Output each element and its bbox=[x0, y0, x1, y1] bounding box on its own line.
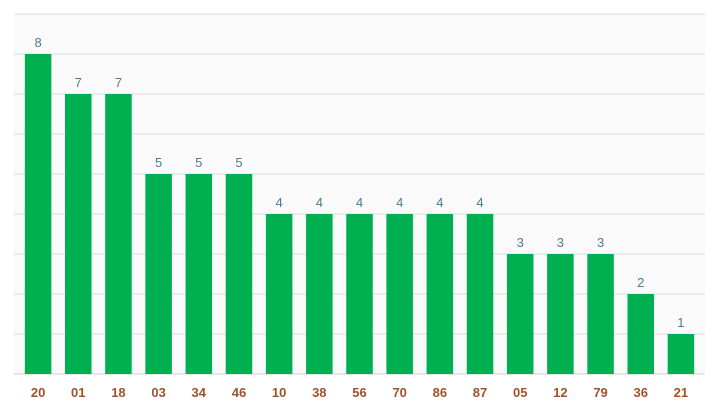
data-label-03: 5 bbox=[155, 155, 162, 170]
data-label-10: 4 bbox=[276, 195, 283, 210]
x-tick-label-20: 20 bbox=[31, 385, 45, 400]
bar-86 bbox=[426, 214, 454, 374]
bar-38 bbox=[306, 214, 333, 374]
data-label-05: 3 bbox=[517, 235, 524, 250]
data-label-38: 4 bbox=[316, 195, 323, 210]
data-label-20: 8 bbox=[34, 35, 41, 50]
bar-56 bbox=[346, 214, 373, 374]
bar-18 bbox=[105, 94, 132, 374]
x-tick-label-01: 01 bbox=[71, 385, 85, 400]
x-tick-label-34: 34 bbox=[192, 385, 207, 400]
bar-03 bbox=[145, 174, 172, 374]
data-label-36: 2 bbox=[637, 275, 644, 290]
x-tick-label-56: 56 bbox=[352, 385, 366, 400]
data-label-86: 4 bbox=[436, 195, 443, 210]
bar-46 bbox=[225, 174, 253, 374]
x-tick-label-03: 03 bbox=[151, 385, 165, 400]
data-label-56: 4 bbox=[356, 195, 363, 210]
x-tick-label-21: 21 bbox=[674, 385, 688, 400]
x-tick-label-70: 70 bbox=[392, 385, 406, 400]
x-tick-labels: 20 01 18 03 34 46 10 38 56 70 86 87 05 12 79 36 21 bbox=[31, 385, 688, 400]
x-tick-label-05: 05 bbox=[513, 385, 527, 400]
bar-21 bbox=[667, 334, 695, 374]
data-label-79: 3 bbox=[597, 235, 604, 250]
data-labels: 8 7 7 5 5 5 4 4 4 4 4 4 3 3 3 2 1 bbox=[34, 35, 684, 330]
data-label-21: 1 bbox=[677, 315, 684, 330]
bar-20 bbox=[24, 54, 52, 374]
bar-36 bbox=[627, 294, 654, 374]
data-label-18: 7 bbox=[115, 75, 122, 90]
x-tick-label-86: 86 bbox=[433, 385, 447, 400]
x-tick-label-87: 87 bbox=[473, 385, 487, 400]
data-label-12: 3 bbox=[557, 235, 564, 250]
x-tick-label-79: 79 bbox=[593, 385, 607, 400]
bar-79 bbox=[587, 254, 614, 374]
data-label-01: 7 bbox=[75, 75, 82, 90]
bar-12 bbox=[547, 254, 574, 374]
bar-05 bbox=[506, 254, 534, 374]
data-label-87: 4 bbox=[476, 195, 483, 210]
bar-70 bbox=[386, 214, 413, 374]
data-label-70: 4 bbox=[396, 195, 403, 210]
bars bbox=[24, 54, 695, 374]
x-tick-label-38: 38 bbox=[312, 385, 326, 400]
bar-10 bbox=[265, 214, 293, 374]
x-tick-label-12: 12 bbox=[553, 385, 567, 400]
x-tick-label-46: 46 bbox=[232, 385, 246, 400]
data-label-34: 5 bbox=[195, 155, 202, 170]
data-label-46: 5 bbox=[235, 155, 242, 170]
bar-87 bbox=[466, 214, 494, 374]
bar-34 bbox=[185, 174, 213, 374]
x-tick-label-36: 36 bbox=[634, 385, 648, 400]
bar-01 bbox=[65, 94, 92, 374]
x-tick-label-10: 10 bbox=[272, 385, 286, 400]
x-tick-label-18: 18 bbox=[111, 385, 125, 400]
